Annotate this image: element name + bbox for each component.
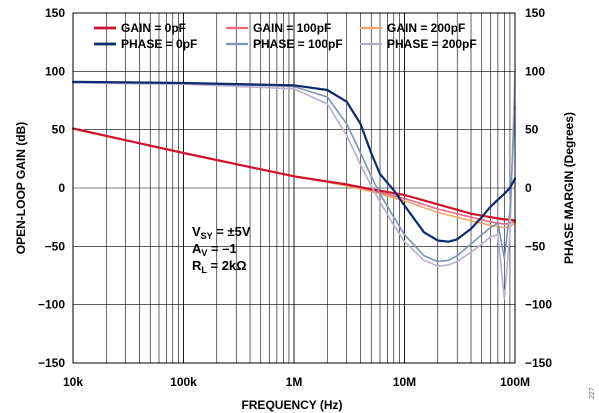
y-left-tick-label: 0 <box>58 181 65 195</box>
annotation-vsy-sub: SY <box>201 231 213 241</box>
series-line-phase-100pf <box>72 81 516 263</box>
figure-id: 227 <box>589 387 596 399</box>
series-line-gain-0pf <box>71 127 517 222</box>
y-right-tick-label: 150 <box>525 6 545 20</box>
annotation-vsy: VSY = ±5V <box>192 224 251 241</box>
annotation-av-sub: V <box>201 248 207 258</box>
y-left-tick-label: 150 <box>45 6 65 20</box>
x-tick-label: 1M <box>286 375 303 389</box>
annotation-av-rest: = –1 <box>207 241 236 256</box>
y-right-tick-label: 100 <box>525 64 545 78</box>
legend-label: PHASE = 100pF <box>253 37 343 51</box>
y-right-tick-label: 50 <box>525 123 539 137</box>
y-left-tick-label: −100 <box>38 298 65 312</box>
annotation-rl: RL = 2kΩ <box>192 258 247 275</box>
legend-label: GAIN = 200pF <box>387 21 465 35</box>
legend-label: GAIN = 100pF <box>253 21 331 35</box>
y-left-tick-label: −150 <box>38 356 65 370</box>
tick-labels: 10k 100k 1M 10M 100M 150 100 50 0 −50 −100 −150 150 1… <box>38 6 552 389</box>
legend-label: PHASE = 200pF <box>387 37 477 51</box>
y-left-tick-label: −50 <box>45 239 66 253</box>
y-left-tick-label: 100 <box>45 64 65 78</box>
x-tick-label: 10k <box>63 375 83 389</box>
series-lines <box>71 70 517 300</box>
grid <box>73 12 515 364</box>
annotation-av-main: A <box>192 241 202 256</box>
y-right-tick-label: −100 <box>525 298 552 312</box>
legend-label: GAIN = 0pF <box>121 21 186 35</box>
series-line-phase-200pf <box>72 70 516 300</box>
annotation-rl-sub: L <box>201 265 207 275</box>
annotation-av: AV = –1 <box>192 241 237 258</box>
y-right-tick-label: −150 <box>525 356 552 370</box>
conditions-annotation: VSY = ±5V AV = –1 RL = 2kΩ <box>192 224 251 275</box>
x-tick-label: 10M <box>393 375 416 389</box>
annotation-rl-rest: = 2kΩ <box>207 258 247 273</box>
y-right-tick-label: −50 <box>525 239 546 253</box>
y-axis-title-left: OPEN-LOOP GAIN (dB) <box>14 122 28 254</box>
annotation-vsy-main: V <box>192 224 201 239</box>
x-tick-label: 100M <box>500 375 530 389</box>
y-axis-title-right: PHASE MARGIN (Degrees) <box>562 112 576 264</box>
plot-frame <box>72 12 516 364</box>
x-axis-title: FREQUENCY (Hz) <box>241 398 342 412</box>
legend-label: PHASE = 0pF <box>121 37 197 51</box>
series-line-phase-0pf <box>71 80 517 243</box>
annotation-rl-main: R <box>192 258 202 273</box>
x-tick-label: 100k <box>170 375 197 389</box>
y-right-tick-label: 0 <box>525 181 532 195</box>
legend: GAIN = 0pF GAIN = 100pF GAIN = 200pF PHASE … <box>94 21 477 51</box>
y-left-tick-label: 50 <box>52 123 66 137</box>
annotation-vsy-rest: = ±5V <box>213 224 251 239</box>
